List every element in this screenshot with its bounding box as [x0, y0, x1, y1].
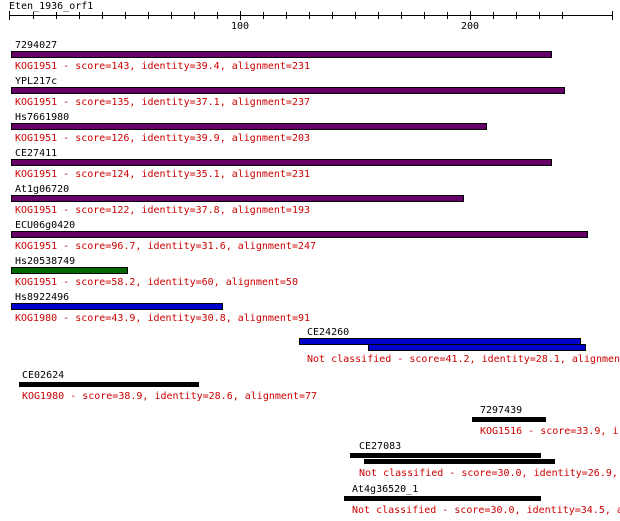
ruler-tick: [33, 12, 34, 19]
alignment-bar[interactable]: [299, 338, 581, 345]
query-title: Eten_1936_orf1: [9, 1, 94, 12]
hit-name[interactable]: 7297439: [480, 405, 523, 416]
ruler-tick: [378, 12, 379, 19]
ruler-tick: [56, 12, 57, 19]
alignment-bar[interactable]: [11, 87, 565, 94]
ruler-tick: [539, 12, 540, 19]
ruler-tick: [125, 12, 126, 19]
ruler-tick-label: 200: [461, 21, 480, 32]
alignment-bar[interactable]: [19, 382, 199, 387]
hit-description: KOG1951 - score=96.7, identity=31.6, ali…: [15, 241, 317, 252]
hit-name[interactable]: Hs8922496: [15, 292, 70, 303]
hit-description: KOG1516 - score=33.9, i: [480, 426, 619, 437]
hit-name[interactable]: At4g36520_1: [352, 484, 419, 495]
hit-description: KOG1980 - score=38.9, identity=28.6, ali…: [22, 391, 318, 402]
alignment-bar[interactable]: [344, 496, 541, 501]
ruler-tick: [562, 12, 563, 19]
ruler-tick: [194, 12, 195, 19]
hit-name[interactable]: CE27411: [15, 148, 58, 159]
ruler-tick: [240, 11, 241, 20]
alignment-bar[interactable]: [11, 123, 487, 130]
alignment-bar[interactable]: [368, 344, 586, 351]
hit-name[interactable]: CE24260: [307, 327, 350, 338]
ruler-tick: [470, 11, 471, 20]
alignment-bar[interactable]: [11, 159, 552, 166]
hit-description: Not classified - score=30.0, identity=34…: [352, 505, 620, 516]
ruler-tick: [447, 12, 448, 19]
hit-name[interactable]: Hs20538749: [15, 256, 76, 267]
ruler-line: [9, 15, 613, 16]
hit-description: Not classified - score=30.0, identity=26…: [359, 468, 618, 479]
hit-description: KOG1951 - score=122, identity=37.8, alig…: [15, 205, 311, 216]
ruler-start-tick: [9, 11, 10, 20]
hit-name[interactable]: CE02624: [22, 370, 65, 381]
hit-name[interactable]: At1g06720: [15, 184, 70, 195]
ruler-tick: [171, 12, 172, 19]
ruler-tick: [516, 12, 517, 19]
ruler-tick: [286, 12, 287, 19]
alignment-bar[interactable]: [350, 453, 541, 458]
ruler-tick: [263, 12, 264, 19]
alignment-bar[interactable]: [11, 195, 464, 202]
hit-description: KOG1951 - score=124, identity=35.1, alig…: [15, 169, 311, 180]
hit-description: KOG1951 - score=58.2, identity=60, align…: [15, 277, 298, 288]
hit-name[interactable]: 7294027: [15, 40, 58, 51]
hit-name[interactable]: CE27083: [359, 441, 402, 452]
alignment-bar[interactable]: [364, 459, 555, 464]
hit-description: Not classified - score=41.2, identity=28…: [307, 354, 620, 365]
hit-description: KOG1951 - score=143, identity=39.4, alig…: [15, 61, 311, 72]
ruler-tick: [102, 12, 103, 19]
ruler-tick: [424, 12, 425, 19]
alignment-bar[interactable]: [11, 231, 588, 238]
alignment-bar[interactable]: [11, 303, 223, 310]
hit-name[interactable]: ECU06g0420: [15, 220, 76, 231]
alignment-bar[interactable]: [11, 267, 128, 274]
ruler-tick: [401, 12, 402, 19]
ruler-end-tick: [612, 11, 613, 20]
alignment-bar[interactable]: [11, 51, 552, 58]
ruler-tick: [309, 12, 310, 19]
ruler-tick: [217, 12, 218, 19]
ruler-tick: [332, 12, 333, 19]
ruler-tick: [493, 12, 494, 19]
alignment-bar[interactable]: [472, 417, 546, 422]
ruler-tick: [148, 12, 149, 19]
hit-description: KOG1951 - score=135, identity=37.1, alig…: [15, 97, 311, 108]
hit-name[interactable]: Hs7661980: [15, 112, 70, 123]
hit-name[interactable]: YPL217c: [15, 76, 58, 87]
hit-description: KOG1951 - score=126, identity=39.9, alig…: [15, 133, 311, 144]
ruler-tick: [355, 12, 356, 19]
ruler-tick: [79, 12, 80, 19]
hit-description: KOG1980 - score=43.9, identity=30.8, ali…: [15, 313, 311, 324]
ruler-tick-label: 100: [231, 21, 250, 32]
